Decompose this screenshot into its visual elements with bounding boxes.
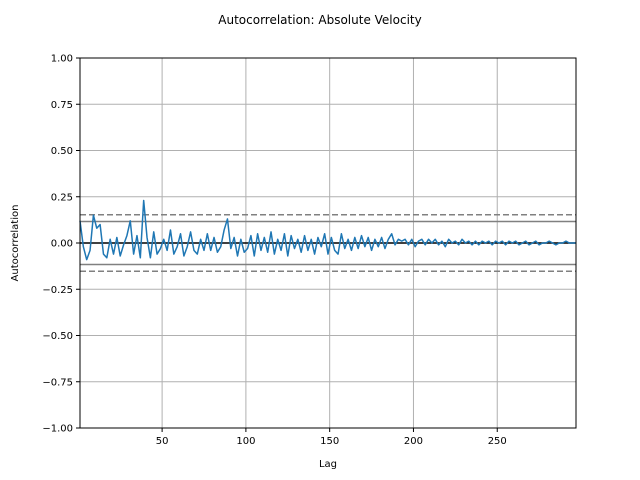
y-tick-label: 0.50: [51, 146, 73, 157]
x-axis-label: Lag: [319, 459, 337, 470]
x-tick-label: 150: [320, 436, 339, 447]
y-tick-label: 0.25: [51, 192, 73, 203]
y-tick-label: 0.00: [51, 239, 73, 250]
x-tick-label: 200: [404, 436, 423, 447]
y-tick-label: −0.50: [42, 331, 73, 342]
y-tick-label: −0.75: [42, 377, 73, 388]
reference-lines: [80, 213, 576, 273]
chart-title: Autocorrelation: Absolute Velocity: [218, 13, 421, 27]
y-tick-label: 0.75: [51, 100, 73, 111]
series-layer: [79, 199, 576, 261]
y-tick-label: −1.00: [42, 424, 73, 435]
x-tick-label: 100: [236, 436, 255, 447]
y-tick-label: 1.00: [51, 54, 73, 65]
x-tick-label: 250: [488, 436, 507, 447]
y-axis-ticks: −1.00 −0.75 −0.50 −0.25 0.00 0.25 0.50 0.75 1.00: [42, 54, 80, 435]
y-tick-label: −0.25: [42, 285, 73, 296]
x-axis-ticks: 50 100 150 200 250: [156, 428, 507, 447]
autocorrelation-series-line: [79, 199, 576, 261]
y-axis-label: Autocorrelation: [10, 205, 21, 282]
x-tick-label: 50: [156, 436, 169, 447]
